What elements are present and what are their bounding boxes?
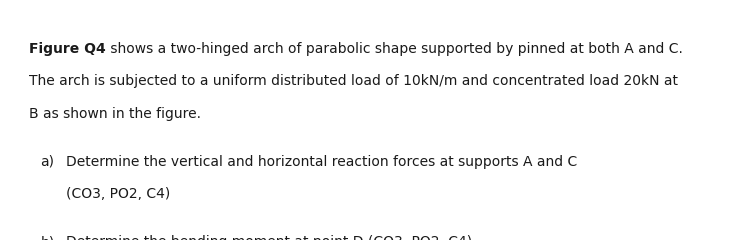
Text: (CO3, PO2, C4): (CO3, PO2, C4) <box>66 187 170 201</box>
Text: b): b) <box>40 235 54 240</box>
Text: Determine the vertical and horizontal reaction forces at supports A and C: Determine the vertical and horizontal re… <box>66 155 577 168</box>
Text: Figure Q4: Figure Q4 <box>29 42 106 56</box>
Text: The arch is subjected to a uniform distributed load of 10kN/m and concentrated l: The arch is subjected to a uniform distr… <box>29 74 679 88</box>
Text: Determine the bending moment at point D (CO3, PO2, C4): Determine the bending moment at point D … <box>66 235 472 240</box>
Text: a): a) <box>40 155 54 168</box>
Text: shows a two-hinged arch of parabolic shape supported by pinned at both A and C.: shows a two-hinged arch of parabolic sha… <box>106 42 683 56</box>
Text: B as shown in the figure.: B as shown in the figure. <box>29 107 201 120</box>
